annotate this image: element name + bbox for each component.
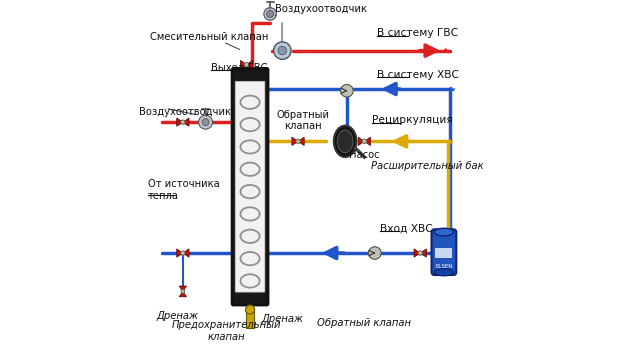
Polygon shape [246,60,253,69]
Text: Обратный клапан: Обратный клапан [317,318,411,328]
Ellipse shape [338,130,353,153]
Polygon shape [240,60,246,69]
Polygon shape [179,286,187,291]
Polygon shape [183,249,189,257]
Bar [436,248,452,258]
Text: Воздухоотводчик: Воздухоотводчик [275,4,368,14]
Text: Обратный
клапан: Обратный клапан [277,110,329,131]
Polygon shape [177,249,183,257]
Polygon shape [177,118,183,126]
Circle shape [198,115,213,129]
Circle shape [273,42,291,59]
Circle shape [278,46,286,55]
Polygon shape [364,137,371,146]
Circle shape [181,251,185,255]
Polygon shape [298,137,304,146]
Circle shape [266,10,273,17]
Polygon shape [292,137,298,146]
Text: ELSEN: ELSEN [435,264,452,269]
Circle shape [202,119,209,126]
Text: Расширительный бак: Расширительный бак [371,161,483,171]
Text: От источника
тепла: От источника тепла [148,179,220,201]
Bar [246,309,254,328]
Polygon shape [414,249,420,257]
Text: Воздухоотводчик: Воздухоотводчик [139,107,232,117]
Polygon shape [179,291,187,297]
Text: Дренаж: Дренаж [261,314,303,324]
Text: Выход ГВС: Выход ГВС [211,63,267,73]
FancyBboxPatch shape [232,68,268,305]
Circle shape [245,305,255,314]
Text: Рециркуляция: Рециркуляция [372,116,453,125]
Ellipse shape [434,228,454,236]
Ellipse shape [334,126,356,157]
Circle shape [369,247,381,259]
Text: Насос: Насос [349,150,379,160]
Polygon shape [183,118,189,126]
Circle shape [264,8,276,20]
FancyBboxPatch shape [235,81,265,292]
Text: Вход ХВС: Вход ХВС [380,224,433,233]
Circle shape [296,139,300,143]
Circle shape [362,139,366,143]
Circle shape [245,62,249,67]
Text: Смесительный клапан: Смесительный клапан [150,32,268,42]
Circle shape [181,120,185,124]
Circle shape [418,251,422,255]
Circle shape [181,290,185,293]
Polygon shape [420,249,426,257]
Text: В систему ГВС: В систему ГВС [376,28,457,38]
FancyBboxPatch shape [432,229,456,275]
Text: Дренаж: Дренаж [157,311,198,321]
Polygon shape [358,137,364,146]
Text: В систему ХВС: В систему ХВС [376,70,459,80]
Text: Предохранительный
клапан: Предохранительный клапан [172,320,281,342]
Circle shape [341,84,353,97]
Ellipse shape [434,269,454,276]
